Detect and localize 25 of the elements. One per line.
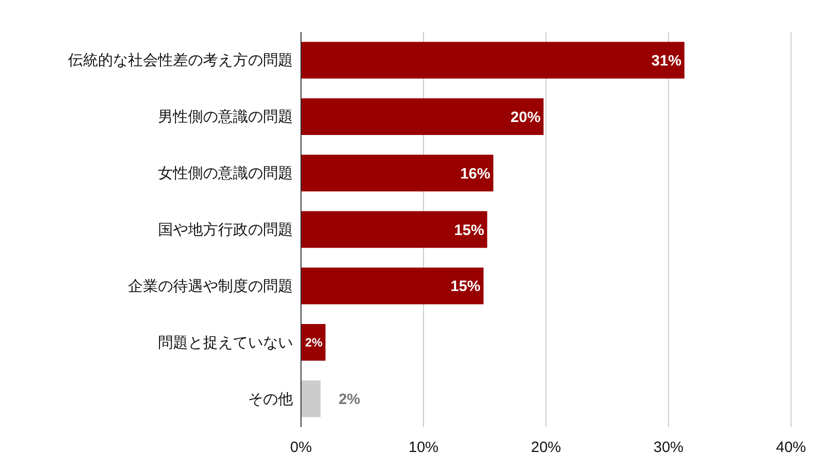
y-tick-label: 男性側の意識の問題 (158, 108, 293, 126)
x-tick-label: 30% (653, 439, 684, 456)
bar (301, 42, 684, 79)
x-tick-label: 20% (530, 439, 562, 456)
y-tick-label: 企業の待遇や制度の問題 (128, 278, 293, 295)
x-tick-label: 10% (408, 439, 439, 456)
data-label: 15% (450, 278, 481, 296)
x-tick-label: 40% (776, 439, 806, 456)
data-label: 2% (305, 336, 323, 350)
y-tick-label: その他 (248, 390, 293, 408)
y-tick-label: 伝統的な社会性差の考え方の問題 (68, 52, 293, 70)
x-tick-label: 0% (290, 439, 312, 456)
bar (301, 211, 488, 248)
bar (301, 154, 494, 192)
data-label: 31% (651, 52, 682, 70)
y-tick-label: 女性側の意識の問題 (158, 165, 293, 182)
bar (301, 98, 544, 135)
bar (301, 380, 321, 418)
data-label: 20% (510, 108, 541, 126)
bar (301, 268, 484, 304)
data-label: 15% (454, 222, 484, 239)
data-label: 2% (338, 390, 360, 408)
y-tick-label: 国や地方行政の問題 (158, 222, 293, 238)
data-label: 16% (460, 165, 490, 182)
y-tick-label: 問題と捉えていない (158, 334, 293, 352)
